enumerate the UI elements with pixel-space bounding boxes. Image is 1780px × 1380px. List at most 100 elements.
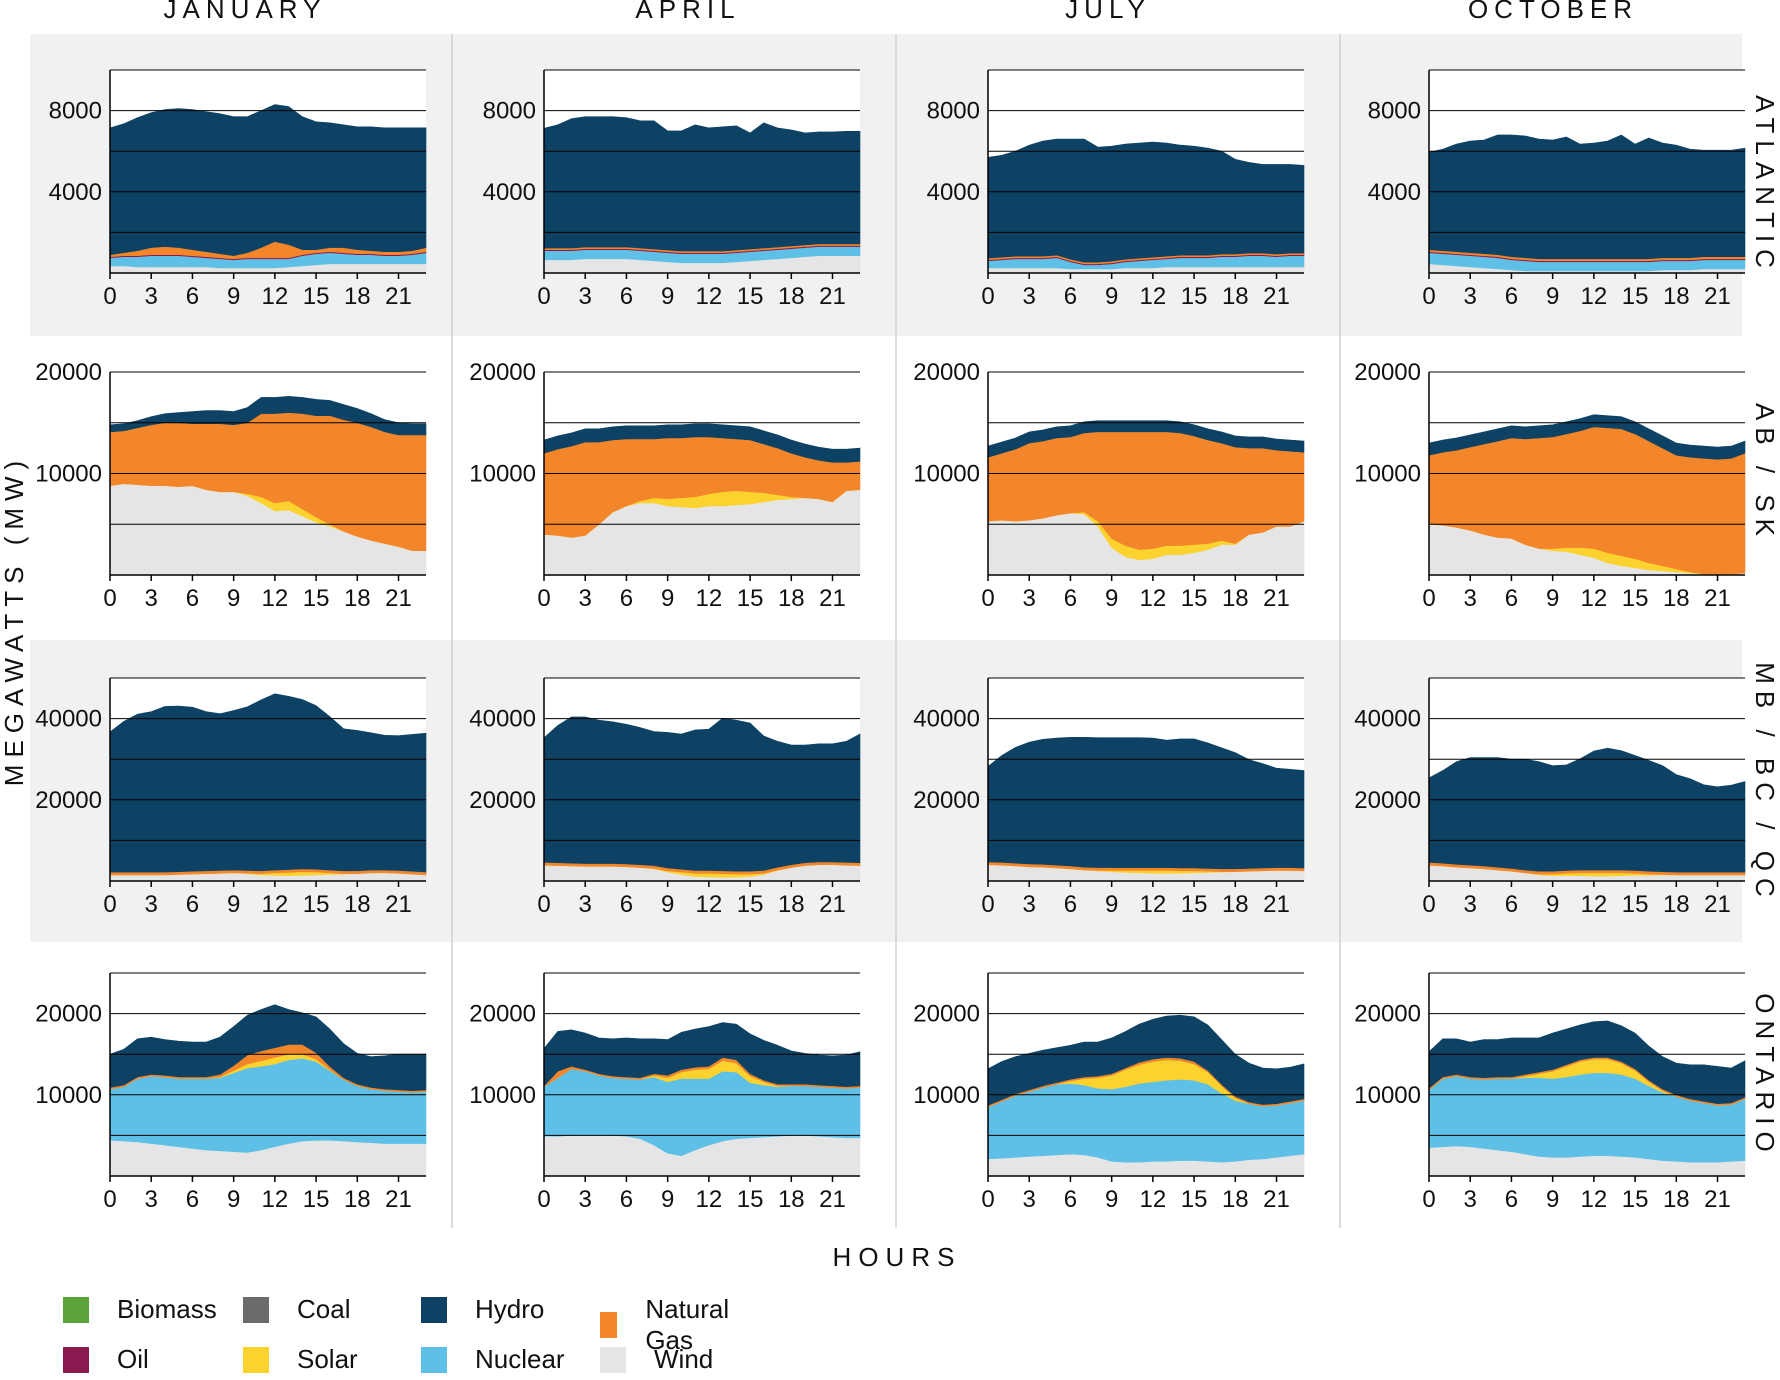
- x-tick-label: 21: [1704, 891, 1731, 918]
- x-tick-label: 6: [1064, 283, 1077, 310]
- x-tick-label: 21: [1263, 891, 1290, 918]
- x-tick-label: 15: [737, 1186, 764, 1213]
- x-tick-label: 15: [737, 283, 764, 310]
- x-tick-label: 18: [778, 283, 805, 310]
- panel-ontario-october: 10000 20000 0 3 6 9 12 15 18 21: [1354, 972, 1746, 1213]
- x-tick-label: 0: [981, 1186, 994, 1213]
- x-tick-label: 15: [1181, 585, 1208, 612]
- x-tick-label: 12: [1140, 283, 1167, 310]
- x-tick-label: 0: [103, 1186, 116, 1213]
- legend-swatch: [243, 1346, 269, 1373]
- x-tick-label: 3: [1023, 1186, 1036, 1213]
- x-tick-label: 3: [1023, 283, 1036, 310]
- area-hydro: [109, 693, 427, 873]
- panel-ab-sk-october: 10000 20000 0 3 6 9 12 15 18 21: [1354, 359, 1746, 612]
- x-tick-label: 21: [385, 891, 412, 918]
- x-tick-label: 18: [1663, 585, 1690, 612]
- panel-ontario-april: 10000 20000 0 3 6 9 12 15 18 21: [469, 972, 861, 1213]
- y-tick-label: 20000: [1354, 359, 1421, 386]
- x-tick-label: 3: [579, 585, 592, 612]
- y-tick-label: 10000: [469, 461, 536, 488]
- x-tick-label: 9: [1105, 1186, 1118, 1213]
- x-tick-label: 6: [186, 891, 199, 918]
- x-tick-label: 3: [1023, 585, 1036, 612]
- y-tick-label: 20000: [913, 359, 980, 386]
- panel-ab-sk-april: 10000 20000 0 3 6 9 12 15 18 21: [469, 359, 861, 612]
- x-tick-label: 6: [620, 585, 633, 612]
- y-tick-label: 20000: [469, 359, 536, 386]
- x-tick-label: 0: [1422, 891, 1435, 918]
- y-tick-label: 10000: [469, 1082, 536, 1109]
- y-tick-label: 10000: [913, 461, 980, 488]
- legend-swatch: [600, 1312, 618, 1338]
- x-tick-label: 9: [1105, 891, 1118, 918]
- y-tick-label: 20000: [35, 1001, 102, 1028]
- row-title: ONTARIO: [1750, 993, 1780, 1159]
- y-tick-label: 8000: [483, 98, 536, 125]
- y-tick-label: 20000: [469, 787, 536, 814]
- x-tick-label: 15: [303, 283, 330, 310]
- area-hydro: [1428, 414, 1746, 460]
- x-tick-label: 12: [1140, 1186, 1167, 1213]
- x-tick-label: 9: [1546, 891, 1559, 918]
- y-tick-label: 10000: [35, 1082, 102, 1109]
- x-tick-label: 18: [344, 1186, 371, 1213]
- panel-ontario-january: 10000 20000 0 3 6 9 12 15 18 21: [35, 972, 427, 1213]
- legend-label: Hydro: [475, 1294, 545, 1324]
- legend-swatch: [243, 1296, 269, 1323]
- x-tick-label: 9: [661, 891, 674, 918]
- legend-item-wind: Wind: [600, 1344, 713, 1375]
- x-tick-label: 3: [145, 585, 158, 612]
- row-title: ATLANTIC: [1750, 95, 1780, 275]
- x-tick-label: 3: [1464, 585, 1477, 612]
- x-tick-label: 18: [1663, 891, 1690, 918]
- x-tick-label: 9: [661, 585, 674, 612]
- x-tick-label: 6: [1064, 1186, 1077, 1213]
- x-tick-label: 0: [537, 283, 550, 310]
- x-tick-label: 21: [819, 283, 846, 310]
- x-tick-label: 3: [1023, 891, 1036, 918]
- legend-label: Solar: [297, 1344, 358, 1374]
- legend-swatch: [421, 1296, 447, 1323]
- x-tick-label: 18: [1663, 283, 1690, 310]
- x-tick-label: 0: [1422, 1186, 1435, 1213]
- panel-ab-sk-july: 10000 20000 0 3 6 9 12 15 18 21: [913, 359, 1305, 612]
- x-tick-label: 15: [1622, 585, 1649, 612]
- y-tick-label: 40000: [469, 706, 536, 733]
- y-tick-label: 20000: [913, 1001, 980, 1028]
- y-tick-label: 20000: [1354, 1001, 1421, 1028]
- x-tick-label: 18: [1222, 891, 1249, 918]
- x-tick-label: 12: [696, 1186, 723, 1213]
- x-tick-label: 15: [1622, 283, 1649, 310]
- area-hydro: [1428, 747, 1746, 873]
- x-tick-label: 3: [145, 891, 158, 918]
- area-hydro: [543, 423, 861, 463]
- x-tick-label: 9: [1546, 585, 1559, 612]
- x-tick-label: 21: [1704, 283, 1731, 310]
- legend-label: Wind: [654, 1344, 714, 1374]
- x-tick-label: 15: [1622, 891, 1649, 918]
- legend-swatch: [421, 1346, 447, 1373]
- legend-item-natural-gas: Natural Gas: [600, 1294, 738, 1356]
- legend-item-oil: Oil: [63, 1344, 149, 1375]
- y-tick-label: 8000: [1368, 98, 1421, 125]
- x-tick-label: 6: [620, 283, 633, 310]
- row-title: AB / SK: [1750, 403, 1780, 543]
- x-tick-label: 12: [696, 891, 723, 918]
- area-hydro: [109, 1004, 427, 1092]
- x-tick-label: 18: [344, 891, 371, 918]
- legend-label: Biomass: [117, 1294, 217, 1324]
- x-tick-label: 9: [1105, 283, 1118, 310]
- x-tick-label: 9: [1546, 1186, 1559, 1213]
- panel-ab-sk-january: 10000 20000 0 3 6 9 12 15 18 21: [35, 359, 427, 612]
- x-tick-label: 18: [1222, 1186, 1249, 1213]
- y-tick-label: 20000: [469, 1001, 536, 1028]
- y-tick-label: 10000: [1354, 1082, 1421, 1109]
- x-tick-label: 0: [981, 585, 994, 612]
- area-hydro: [543, 716, 861, 872]
- x-tick-label: 21: [1704, 1186, 1731, 1213]
- x-tick-label: 9: [227, 585, 240, 612]
- x-tick-label: 9: [227, 283, 240, 310]
- x-tick-label: 9: [227, 1186, 240, 1213]
